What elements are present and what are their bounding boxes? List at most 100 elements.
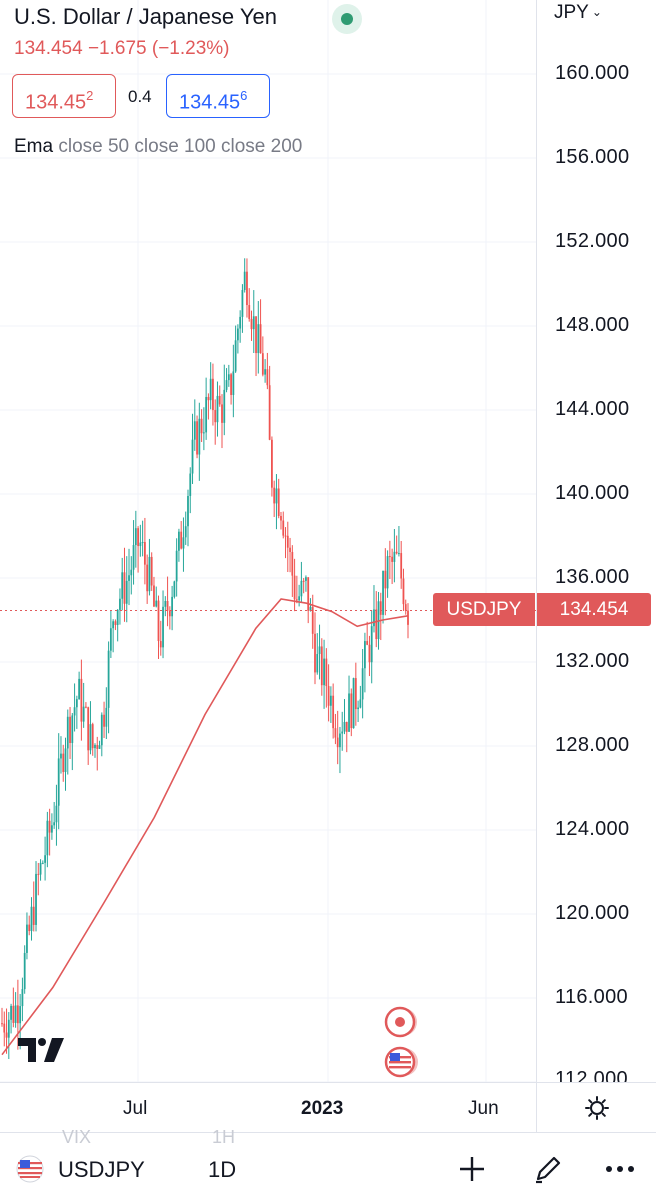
sell-button[interactable]: 134.452 (12, 74, 116, 118)
candle-body (182, 537, 185, 549)
pencil-icon[interactable] (532, 1153, 564, 1185)
candle-body (280, 515, 282, 521)
indicator-name: Ema (14, 136, 54, 157)
candle-body (232, 371, 235, 395)
candle-body (225, 380, 228, 390)
candle-body (112, 621, 115, 629)
candle-body (339, 733, 341, 748)
candle-body (100, 714, 103, 746)
candle-body (191, 439, 194, 474)
price-tick: 132.000 (555, 650, 630, 672)
candle-body (286, 535, 289, 548)
candle-body (139, 542, 142, 547)
candle-body (386, 556, 389, 589)
candle-body (366, 641, 369, 645)
candle-body (28, 924, 31, 932)
axis-separator (536, 1083, 537, 1133)
candle-body (16, 1005, 19, 1024)
candle-body (187, 495, 189, 527)
ema-line (1, 598, 409, 1056)
candle-body (114, 621, 117, 625)
candle-body (221, 404, 223, 423)
chart-plot[interactable] (0, 0, 536, 1082)
candle-body (209, 378, 212, 401)
candle-body (173, 581, 176, 597)
candle-body (345, 721, 348, 732)
candle-body (300, 580, 303, 597)
candle-body (350, 693, 353, 729)
candle-body (189, 473, 192, 496)
us-flag-icon[interactable] (383, 1046, 421, 1078)
candle-body (361, 668, 364, 700)
candle-body (55, 805, 58, 823)
candle-body (277, 488, 280, 516)
indicator-legend[interactable]: Ema close 50 close 100 close 200 (14, 136, 302, 158)
candle-body (352, 678, 355, 729)
candle-body (46, 820, 49, 856)
price-tick: 156.000 (555, 146, 630, 168)
candle-body (166, 600, 169, 611)
candle-body (107, 650, 110, 708)
candle-body (332, 695, 335, 729)
plus-icon[interactable] (456, 1153, 488, 1185)
sell-price-sup: 2 (86, 88, 94, 103)
candle-body (57, 758, 60, 806)
chevron-down-icon: ⌄ (591, 5, 602, 19)
candle-body (388, 556, 391, 558)
candle-body (336, 737, 339, 748)
time-axis[interactable]: Jul 2023 Jun (0, 1082, 656, 1133)
settings-gear-icon[interactable] (584, 1095, 610, 1121)
candle-body (343, 721, 346, 732)
candle-body (202, 432, 205, 434)
candle-body (198, 418, 201, 455)
price-scale[interactable]: JPY ⌄ 160.000 156.000 152.000 148.000 144… (536, 0, 656, 1090)
candle-body (359, 699, 362, 708)
candle-body (309, 606, 312, 611)
candle-body (382, 570, 384, 615)
buy-button[interactable]: 134.456 (166, 74, 270, 118)
price-tick: 152.000 (555, 230, 630, 252)
candle-body (148, 556, 151, 592)
candle-body (357, 707, 360, 710)
time-label: Jul (123, 1098, 148, 1119)
price-tick: 116.000 (555, 986, 628, 1008)
price-tag-value: 134.454 (537, 593, 651, 626)
more-icon[interactable] (604, 1153, 636, 1185)
buy-price-sup: 6 (240, 88, 248, 103)
price-tick: 160.000 (555, 62, 630, 84)
candle-body (180, 531, 183, 549)
candle-body (21, 989, 24, 1007)
candle-body (316, 654, 319, 673)
candle-body (75, 699, 78, 708)
candle-body (327, 686, 330, 706)
price-tick: 136.000 (555, 566, 630, 588)
candle-body (348, 693, 350, 732)
tradingview-logo-icon[interactable] (18, 1038, 66, 1067)
candle-body (184, 526, 187, 538)
candle-body (404, 604, 407, 611)
candle-body (30, 906, 33, 932)
candle-body (407, 610, 409, 625)
chart-area[interactable] (0, 0, 536, 1082)
candle-body (325, 658, 328, 687)
candle-body (320, 646, 323, 686)
candle-body (123, 572, 126, 604)
candle-body (94, 744, 96, 749)
candle-body (216, 395, 219, 423)
currency-selector[interactable]: JPY ⌄ (554, 2, 602, 24)
candle-body (62, 753, 65, 773)
candle-body (37, 873, 40, 875)
symbol-title[interactable]: U.S. Dollar / Japanese Yen (14, 4, 277, 29)
candle-body (130, 569, 133, 576)
candle-body (137, 528, 139, 547)
symbol-selector[interactable]: USDJPY (58, 1157, 145, 1182)
candle-body (164, 600, 167, 607)
candle-body (10, 1005, 12, 1020)
candle-body (5, 1032, 8, 1038)
event-icon[interactable] (383, 1006, 421, 1038)
candle-body (44, 855, 46, 863)
interval-selector[interactable]: 1D (208, 1157, 237, 1182)
candle-body (398, 553, 400, 555)
candle-body (400, 553, 403, 579)
candle-body (223, 389, 226, 423)
